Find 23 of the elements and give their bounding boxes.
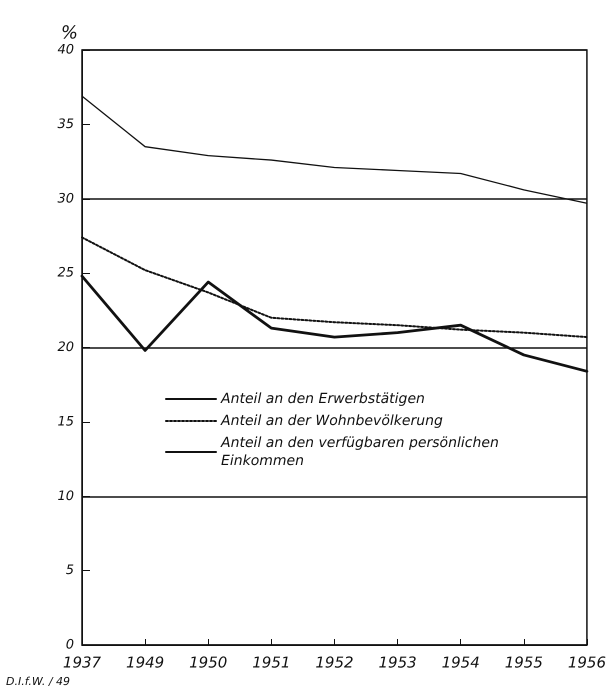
x-tick-label: 1937 [62, 654, 102, 672]
x-tick-label: 1954 [442, 654, 480, 672]
legend-label: Anteil an den Erwerbstätigen [220, 391, 425, 407]
y-tick-label: 30 [57, 191, 74, 206]
y-tick-label: 20 [57, 340, 74, 355]
y-tick-label: 5 [66, 563, 74, 578]
y-tick-label: 40 [57, 42, 74, 58]
y-tick-label: 15 [57, 414, 74, 430]
y-tick-label: 35 [57, 116, 74, 132]
x-tick-label: 1955 [504, 654, 543, 672]
y-tick-label: 25 [57, 266, 74, 281]
x-tick-label: 1956 [568, 654, 606, 672]
y-axis-title: % [60, 22, 78, 44]
x-tick-label: 1953 [378, 654, 417, 672]
text: D.I.f.W. / 49 [6, 675, 70, 688]
x-tick-label: 1952 [315, 654, 354, 672]
legend-label: Anteil an der Wohnbevölkerung [220, 413, 444, 429]
x-tick-label: 1951 [252, 654, 290, 672]
x-tick-label: 1949 [126, 654, 164, 672]
legend-label: Anteil an den verfügbaren persönlichen Einkommen [220, 435, 504, 469]
x-tick-label: 1950 [189, 654, 228, 672]
y-tick-label: 10 [57, 488, 74, 504]
y-tick-label: 0 [66, 638, 74, 652]
